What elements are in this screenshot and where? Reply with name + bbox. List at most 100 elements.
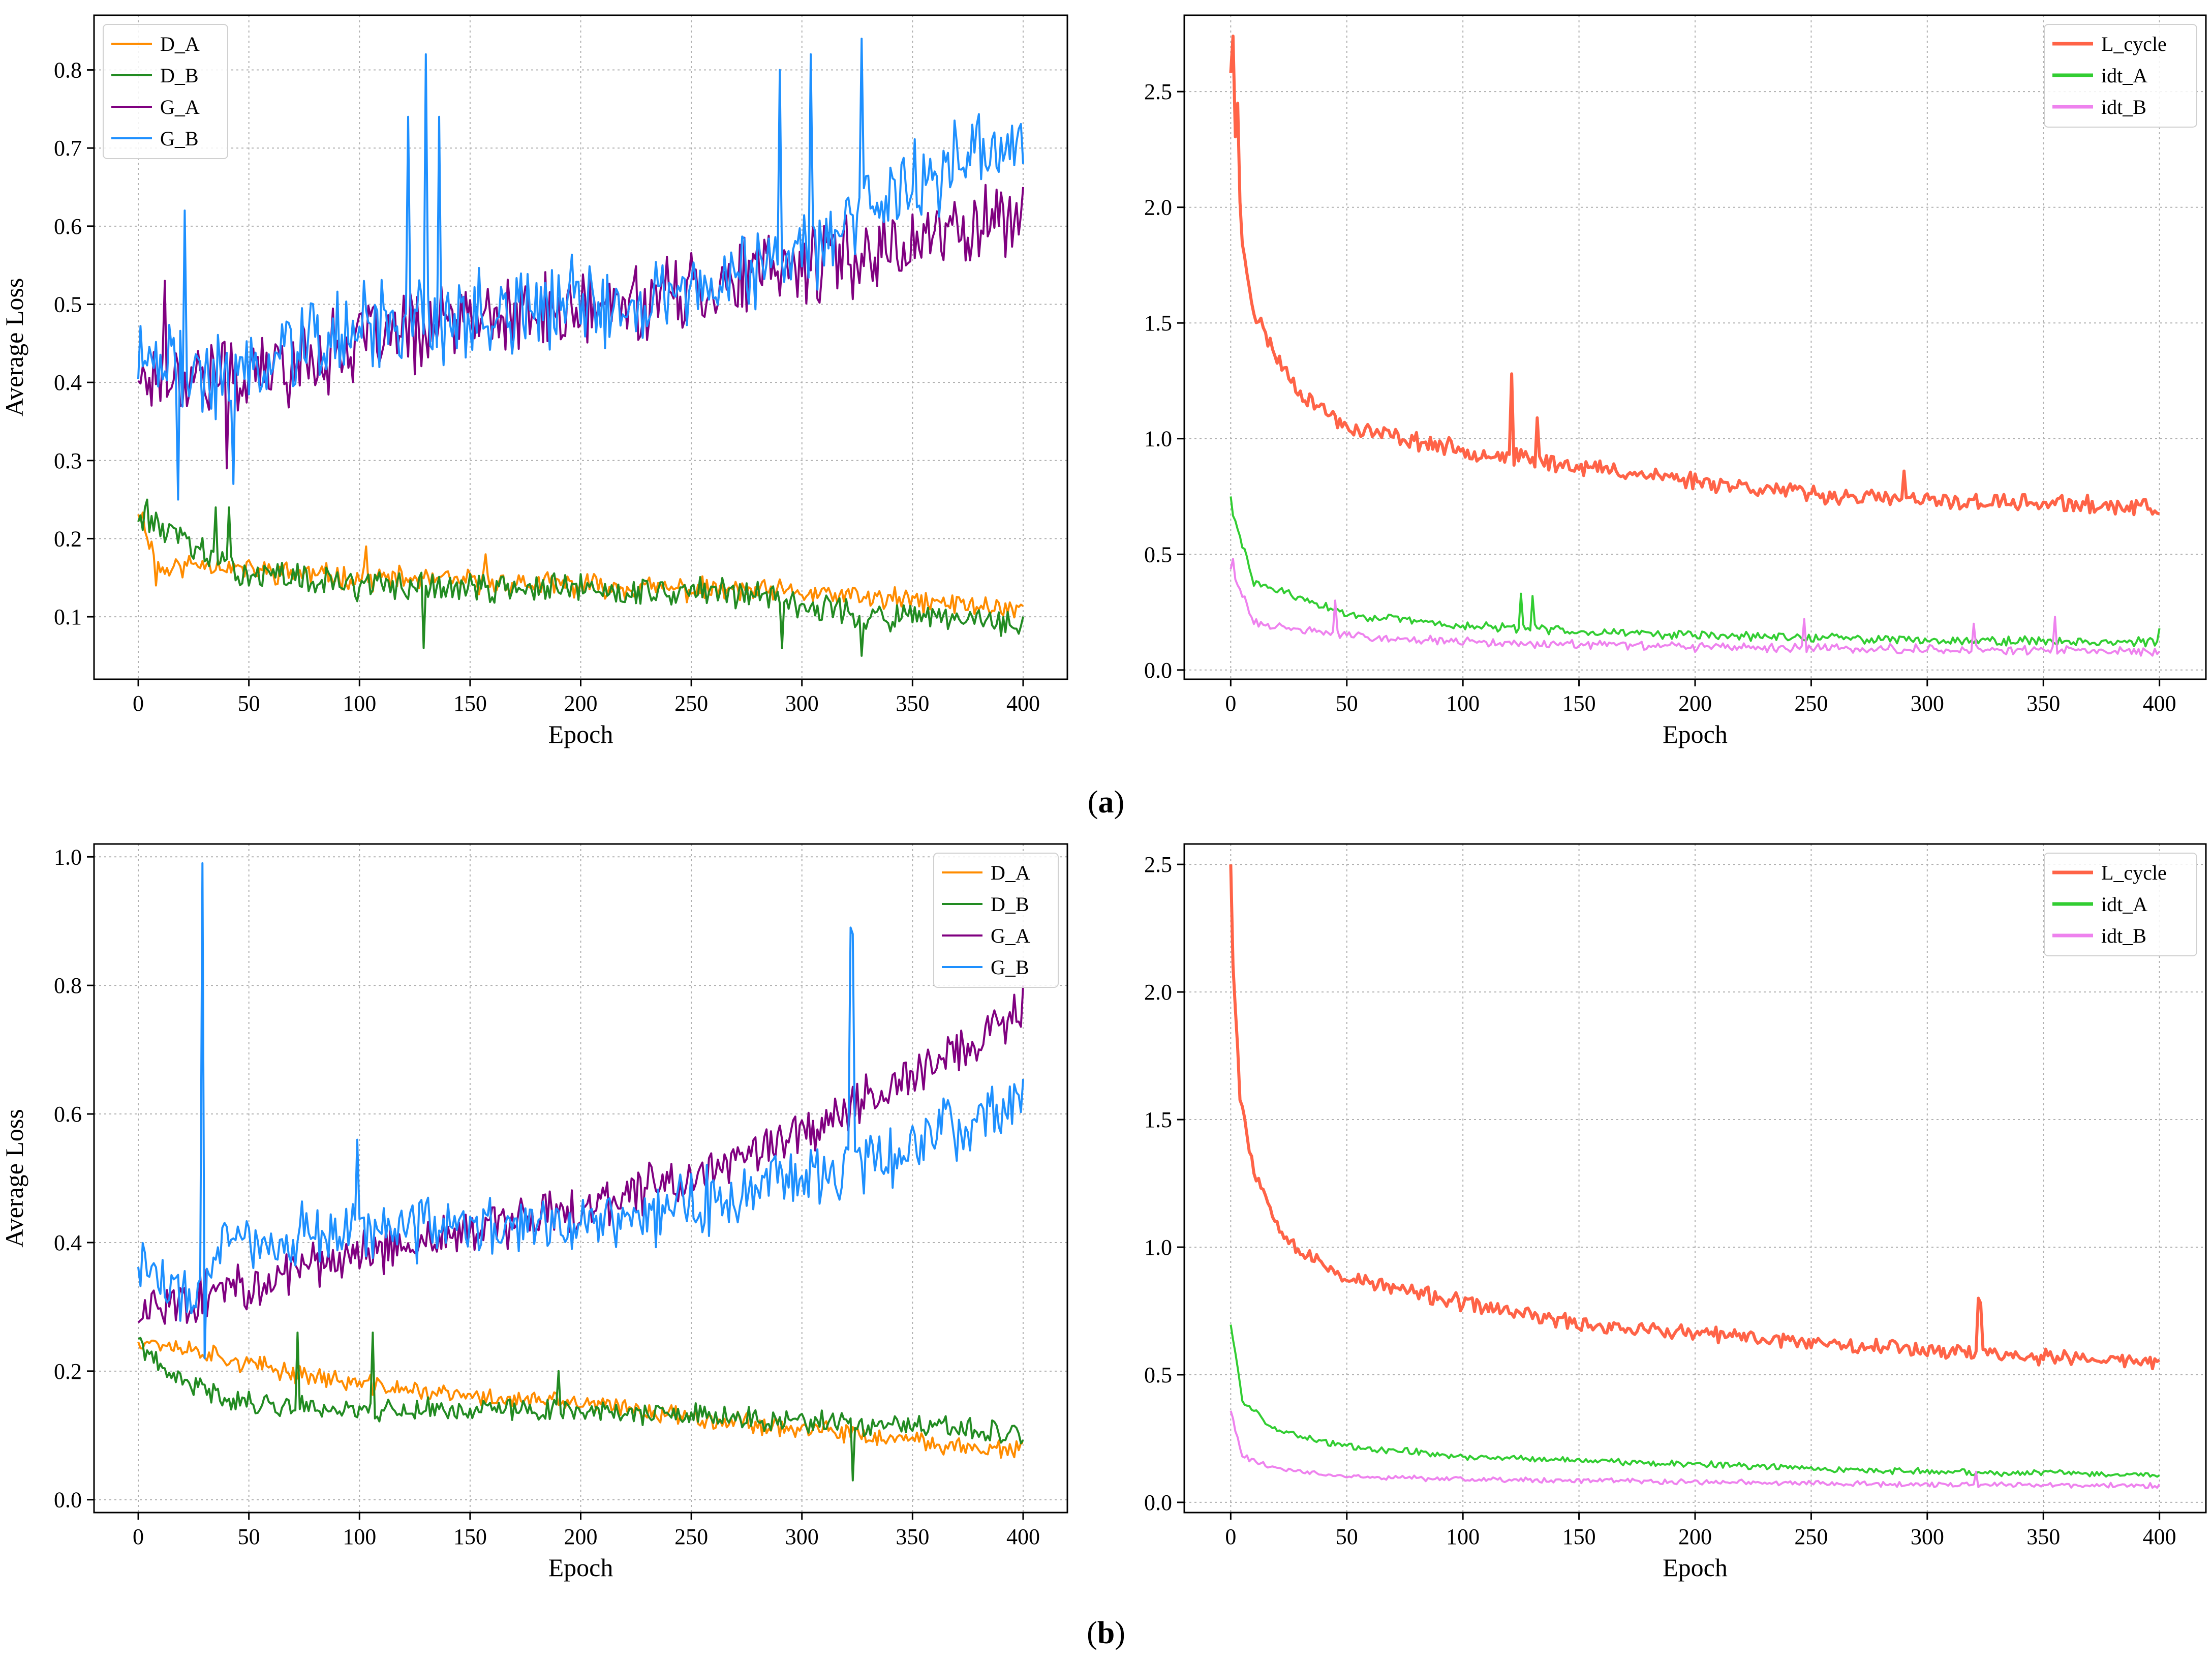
x-tick-label: 0 bbox=[1225, 1524, 1236, 1549]
x-tick-label: 200 bbox=[1678, 1524, 1712, 1549]
legend-label-idt_a: idt_A bbox=[2101, 893, 2147, 916]
axes-frame bbox=[93, 14, 1068, 680]
x-tick-label: 250 bbox=[1794, 1524, 1828, 1549]
y-tick-label: 2.5 bbox=[1144, 852, 1172, 877]
series-line-idt_a bbox=[1230, 496, 2161, 648]
y-tick-label: 0.4 bbox=[54, 1230, 82, 1255]
x-tick-label: 350 bbox=[896, 691, 929, 716]
y-tick-label: 2.0 bbox=[1144, 195, 1172, 220]
legend-label-d_a: D_A bbox=[991, 861, 1030, 884]
x-tick-label: 50 bbox=[238, 691, 260, 716]
legend-label-d_b: D_B bbox=[991, 893, 1029, 916]
caption-a: (a) bbox=[1088, 785, 1124, 820]
y-tick-label: 0.0 bbox=[54, 1488, 82, 1513]
series-lines bbox=[1229, 864, 2161, 1489]
y-tick-label: 0.5 bbox=[1144, 542, 1172, 567]
series-line-g_b bbox=[137, 38, 1024, 501]
grid bbox=[1184, 15, 2206, 679]
legend: L_cycle idt_A idt_B bbox=[2044, 24, 2197, 128]
x-tick-label: 400 bbox=[1006, 1524, 1040, 1549]
y-tick-label: 0.3 bbox=[54, 448, 82, 473]
x-tick-label: 350 bbox=[896, 1524, 929, 1549]
x-tick-label: 200 bbox=[564, 1524, 598, 1549]
y-axis-title: Average Loss bbox=[0, 1109, 28, 1248]
y-tick-label: 0.6 bbox=[54, 1102, 82, 1127]
y-tick-label: 1.0 bbox=[54, 844, 82, 869]
y-tick-label: 0.0 bbox=[1144, 658, 1172, 683]
legend-label-g_a: G_A bbox=[991, 924, 1030, 947]
caption-b: (b) bbox=[1087, 1616, 1125, 1650]
series-line-l_cycle bbox=[1229, 864, 2161, 1371]
x-tick-label: 0 bbox=[133, 691, 144, 716]
x-tick-label: 100 bbox=[343, 691, 376, 716]
x-axis-title: Epoch bbox=[1663, 720, 1728, 748]
x-tick-label: 350 bbox=[2026, 1524, 2060, 1549]
axes-frame bbox=[93, 843, 1068, 1514]
legend-label-l_cycle: L_cycle bbox=[2101, 861, 2167, 884]
legend: D_A D_B G_A G_B bbox=[103, 24, 228, 159]
x-tick-label: 50 bbox=[1336, 1524, 1358, 1549]
x-tick-label: 300 bbox=[1911, 1524, 1944, 1549]
y-tick-label: 0.8 bbox=[54, 973, 82, 998]
x-tick-label: 300 bbox=[785, 691, 819, 716]
legend: D_A D_B G_A G_B bbox=[933, 853, 1059, 988]
legend-label-g_b: G_B bbox=[991, 956, 1029, 979]
x-tick-label: 100 bbox=[343, 1524, 376, 1549]
panel-b-right: 0 50 100 150 200 250 300 350 400 0.0 0.5 1.0 1.5 2.0 2… bbox=[1144, 843, 2207, 1582]
x-tick-label: 150 bbox=[453, 1524, 487, 1549]
y-tick-label: 1.0 bbox=[1144, 427, 1172, 451]
x-tick-label: 150 bbox=[453, 691, 487, 716]
y-tick-label: 0.8 bbox=[54, 58, 82, 83]
panel-a-left: 0 50 100 150 200 250 300 350 400 0.1 0.2 0.3 0.4 0.5 0… bbox=[0, 14, 1068, 748]
series-line-d_b bbox=[138, 1332, 1024, 1482]
y-tick-label: 0.4 bbox=[54, 370, 82, 395]
series-lines bbox=[137, 38, 1024, 657]
legend-box bbox=[2044, 853, 2197, 956]
series-line-d_b bbox=[137, 498, 1024, 657]
y-tick-label: 1.0 bbox=[1144, 1235, 1172, 1260]
y-tick-label: 1.5 bbox=[1144, 311, 1172, 336]
x-tick-label: 150 bbox=[1562, 691, 1596, 716]
x-tick-label: 250 bbox=[1794, 691, 1828, 716]
series-line-idt_a bbox=[1230, 1324, 2160, 1478]
y-tick-label: 0.6 bbox=[54, 214, 82, 239]
x-axis-title: Epoch bbox=[548, 1553, 613, 1582]
y-axis-title: Average Loss bbox=[0, 278, 28, 417]
y-tick-label: 0.7 bbox=[54, 136, 82, 161]
x-tick-label: 150 bbox=[1562, 1524, 1596, 1549]
y-tick-label: 0.5 bbox=[54, 292, 82, 317]
axes-frame bbox=[1183, 14, 2207, 680]
x-tick-label: 400 bbox=[2143, 1524, 2176, 1549]
legend-box bbox=[933, 853, 1059, 988]
legend-box bbox=[2044, 24, 2197, 128]
legend-label-g_b: G_B bbox=[160, 127, 199, 150]
x-tick-label: 250 bbox=[674, 1524, 708, 1549]
x-tick-label: 100 bbox=[1446, 691, 1480, 716]
series-line-idt_b bbox=[1230, 558, 2161, 657]
panel-b-left: 0 50 100 150 200 250 300 350 400 0.0 0.2 0.4 0.6 0.8 1… bbox=[0, 843, 1068, 1582]
x-tick-label: 200 bbox=[1678, 691, 1712, 716]
y-tick-label: 2.5 bbox=[1144, 79, 1172, 104]
x-tick-label: 350 bbox=[2026, 691, 2060, 716]
x-tick-label: 300 bbox=[1911, 691, 1944, 716]
x-tick-label: 0 bbox=[1225, 691, 1236, 716]
series-lines bbox=[1229, 35, 2161, 657]
legend: L_cycle idt_A idt_B bbox=[2044, 853, 2197, 956]
y-tick-label: 0.1 bbox=[54, 605, 82, 629]
legend-label-l_cycle: L_cycle bbox=[2101, 33, 2167, 55]
x-tick-label: 0 bbox=[133, 1524, 144, 1549]
y-tick-label: 1.5 bbox=[1144, 1107, 1172, 1132]
x-tick-label: 250 bbox=[674, 691, 708, 716]
grid bbox=[94, 15, 1067, 679]
x-axis-title: Epoch bbox=[1663, 1553, 1728, 1582]
y-tick-label: 2.0 bbox=[1144, 980, 1172, 1005]
legend-box bbox=[103, 24, 228, 159]
axes-frame bbox=[1183, 843, 2207, 1514]
x-axis-title: Epoch bbox=[548, 720, 613, 748]
legend-label-idt_b: idt_B bbox=[2101, 924, 2146, 947]
series-line-idt_b bbox=[1230, 1410, 2161, 1489]
x-tick-label: 400 bbox=[1006, 691, 1040, 716]
x-tick-label: 300 bbox=[785, 1524, 819, 1549]
series-line-g_b bbox=[137, 862, 1024, 1360]
